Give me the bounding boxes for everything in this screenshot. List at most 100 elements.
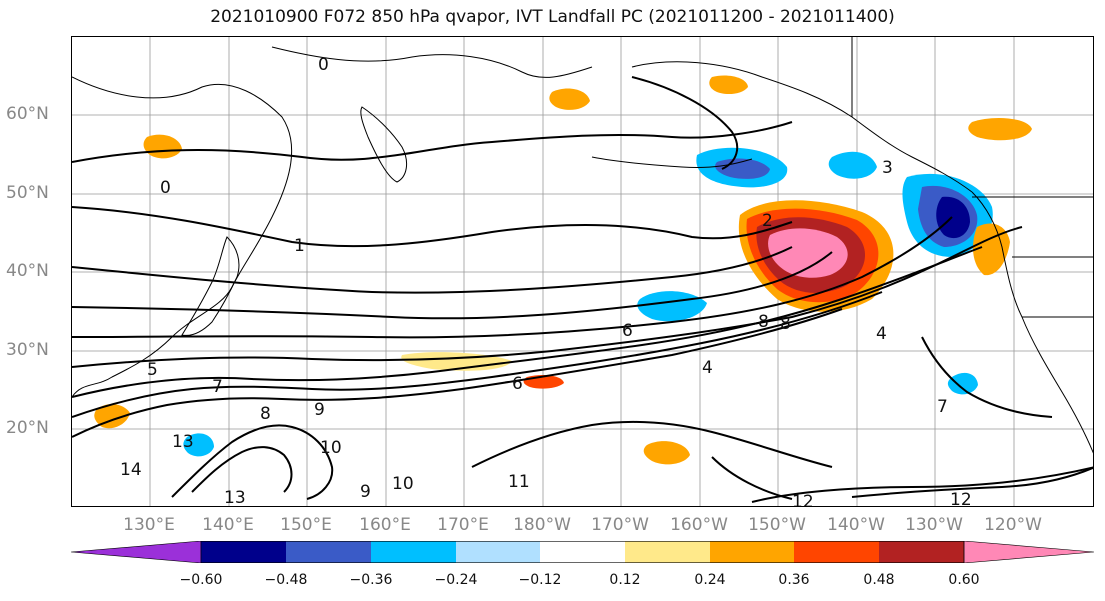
colorbar-tick: 0.60: [948, 572, 980, 588]
positive-anomaly-trop: [643, 441, 690, 465]
colorbar-tick: −0.36: [349, 572, 393, 588]
contour-label: 12: [792, 492, 814, 507]
lon-label-170W: 170°W: [591, 515, 649, 535]
contour-6: [72, 246, 983, 398]
colorbar-segment-highest: [963, 541, 1094, 563]
colorbar-segment: [456, 541, 540, 563]
negative-anomaly-trop-1: [947, 372, 978, 395]
colorbar-segment: [879, 541, 964, 563]
contour-label: 4: [702, 358, 713, 378]
negative-anomaly-navy-ne: [936, 196, 970, 239]
positive-anomaly-pink: [768, 228, 848, 278]
colorbar-tick: −0.24: [434, 572, 478, 588]
contour-label: 11: [508, 472, 530, 492]
positive-anomaly-nw3: [709, 75, 748, 95]
shading-layer: [94, 75, 1032, 465]
contour-label: 8: [260, 404, 271, 424]
contour-label: 7: [937, 397, 948, 417]
contour-label: 4: [876, 324, 887, 344]
contour-16: [631, 76, 739, 170]
colorbar-segment: [710, 541, 794, 563]
contour-7: [72, 291, 883, 418]
contour-label: 13: [172, 432, 194, 452]
colorbar-tick: 0.24: [694, 572, 726, 588]
lat-label-30N: 30°N: [6, 340, 49, 360]
alaska-coast: [631, 61, 973, 193]
contour-label: 6: [512, 374, 523, 394]
contour-label: 9: [314, 400, 325, 420]
negative-anomaly-mid: [637, 291, 707, 322]
contour-10: [191, 446, 293, 493]
contour-label: 9: [360, 482, 371, 502]
canada-border: [851, 37, 1093, 198]
contour-label: 10: [320, 438, 342, 458]
lon-label-140E: 140°E: [202, 515, 254, 535]
colorbar-tick: −0.48: [264, 572, 308, 588]
contour-3: [72, 251, 833, 320]
lon-label-140W: 140°W: [827, 515, 885, 535]
lat-label-50N: 50°N: [6, 183, 49, 203]
colorbar-segment: [540, 541, 625, 563]
map-title: 2021010900 F072 850 hPa qvapor, IVT Land…: [210, 7, 895, 27]
siberia-coast: [271, 46, 593, 78]
contour-label: 10: [392, 474, 414, 494]
contour-label: 1: [294, 236, 305, 256]
colorbar-tick: 0.48: [863, 572, 895, 588]
contour-label: 7: [212, 377, 223, 397]
contour-8: [72, 308, 843, 438]
lon-label-160W: 160°W: [670, 515, 728, 535]
lat-label-20N: 20°N: [6, 418, 49, 438]
kamchatka-coast: [360, 106, 408, 183]
map-canvas: 0 0 1 2 3 4 4 5 6 6 7 7 8 8 8 9 9 10 10 …: [72, 37, 1093, 507]
contour-label: 13: [224, 488, 246, 507]
map-panel[interactable]: 0 0 1 2 3 4 4 5 6 6 7 7 8 8 8 9 9 10 10 …: [71, 36, 1094, 507]
colorbar-segment-lowest: [71, 541, 202, 563]
lon-label-120W: 120°W: [984, 515, 1042, 535]
contour-15: [711, 456, 793, 500]
colorbar: [71, 541, 1094, 563]
coastlines: [72, 37, 1093, 454]
contour-12: [751, 466, 1093, 503]
contour-1: [72, 206, 793, 248]
colorbar-tick: −0.60: [179, 572, 223, 588]
negative-anomaly-trop-2: [183, 433, 214, 457]
contour-0: [72, 121, 793, 163]
lat-label-40N: 40°N: [6, 261, 49, 281]
colorbar-frame: [200, 541, 965, 563]
lat-label-60N: 60°N: [6, 104, 49, 124]
contour-label: 12: [950, 490, 972, 507]
colorbar-tick: 0.36: [778, 572, 810, 588]
contour-4: [72, 216, 953, 339]
lon-label-150E: 150°E: [280, 515, 332, 535]
contour-label: 2: [762, 211, 773, 231]
lon-label-130W: 130°W: [905, 515, 963, 535]
lon-label-160E: 160°E: [359, 515, 411, 535]
lon-label-150W: 150°W: [748, 515, 806, 535]
contour-9: [171, 424, 334, 500]
aleutian-chain: [591, 156, 753, 168]
contour-label: 5: [147, 360, 158, 380]
japan-coast: [181, 236, 240, 336]
contour-labels: 0 0 1 2 3 4 4 5 6 6 7 7 8 8 8 9 9 10 10 …: [120, 55, 972, 507]
negative-anomaly-gulf: [828, 151, 877, 179]
asia-coast: [72, 76, 293, 398]
colorbar-segment: [201, 541, 286, 563]
lon-label-180W: 180°W: [513, 515, 571, 535]
lon-label-170E: 170°E: [437, 515, 489, 535]
contour-13: [851, 466, 1093, 498]
contour-label: 8: [758, 312, 769, 332]
positive-anomaly-coast: [972, 223, 1010, 276]
contour-label: 0: [318, 55, 329, 75]
positive-anomaly-nw2: [549, 88, 590, 110]
colorbar-segment: [371, 541, 456, 563]
contour-label: 8: [780, 314, 791, 334]
contour-14: [921, 336, 1053, 418]
colorbar-segment: [286, 541, 371, 563]
graticule: [72, 37, 1093, 506]
contour-label: 0: [160, 178, 171, 198]
us-states: [1012, 256, 1093, 318]
contour-label: 3: [882, 158, 893, 178]
positive-anomaly-nw1: [143, 134, 182, 159]
positive-anomaly-west: [94, 404, 130, 429]
colorbar-tick: 0.12: [609, 572, 641, 588]
